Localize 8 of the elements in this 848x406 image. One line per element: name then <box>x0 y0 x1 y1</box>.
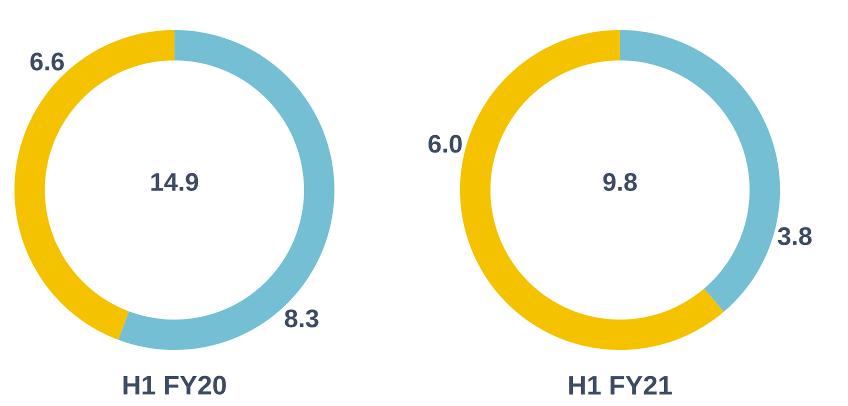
text: 14.9 <box>151 173 198 191</box>
data-label: 6.6 <box>30 52 64 71</box>
text: H1 FY21 <box>569 376 672 394</box>
data-label: 6.0 <box>428 134 462 153</box>
text: 9.8 <box>603 173 637 191</box>
text: H1 FY20 <box>124 376 226 395</box>
data-label: 3.8 <box>778 227 812 246</box>
data-label: 8.3 <box>284 309 318 328</box>
